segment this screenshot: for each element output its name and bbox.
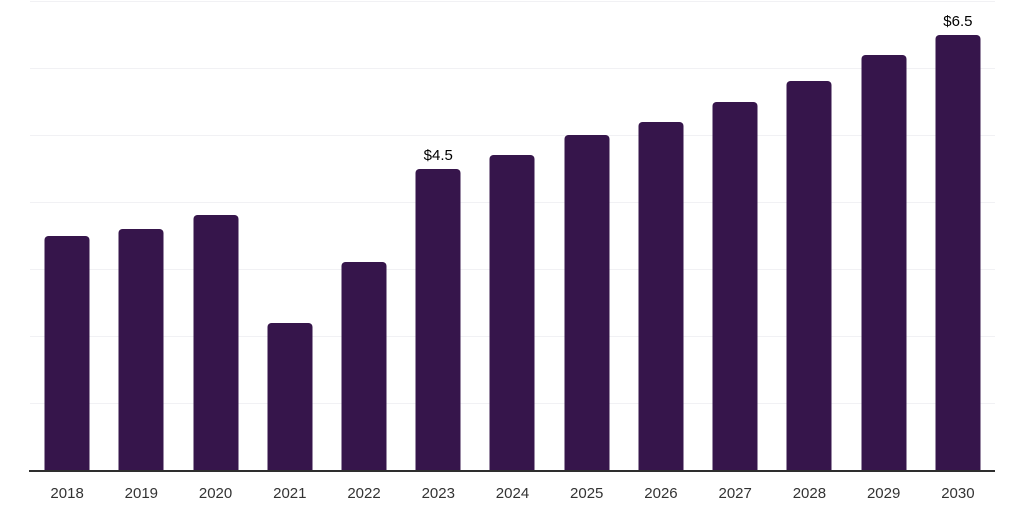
bar-group-2024: 2024: [475, 0, 549, 512]
bar-group-2020: 2020: [178, 0, 252, 512]
bar-group-2030: $6.5 2030: [921, 0, 995, 512]
x-tick-label: 2029: [866, 485, 901, 502]
x-tick-label: 2030: [941, 485, 975, 502]
bar-group-2027: 2027: [698, 0, 772, 512]
x-tick-label: 2019: [124, 485, 159, 502]
bar-2019: [118, 228, 164, 470]
bar-group-2018: 2018: [30, 0, 104, 512]
bar-group-2025: 2025: [550, 0, 624, 512]
bar-group-2021: 2021: [253, 0, 327, 512]
bar-value-label: $6.5: [943, 12, 973, 30]
x-tick-label: 2024: [495, 485, 530, 502]
gridline: [30, 1, 995, 2]
bar-2027: [712, 101, 758, 470]
bar-group-2023: $4.5 2023: [401, 0, 475, 512]
bar-2025: [564, 135, 610, 470]
x-tick-label: 2025: [570, 485, 604, 502]
bar-2023: [415, 168, 461, 470]
gridline: [30, 135, 995, 136]
bar-group-2022: 2022: [327, 0, 401, 512]
x-tick-label: 2028: [792, 485, 827, 502]
x-tick-label: 2018: [50, 485, 84, 502]
bar-group-2019: 2019: [104, 0, 178, 512]
x-tick-label: 2027: [718, 485, 752, 502]
bar-2026: [638, 121, 684, 470]
x-tick-label: 2020: [198, 485, 233, 502]
bar-2021: [267, 322, 313, 470]
x-tick-label: 2022: [347, 485, 381, 502]
x-axis-line: [29, 470, 995, 472]
x-tick-label: 2023: [421, 485, 455, 502]
x-tick-label: 2021: [273, 485, 307, 502]
bar-2029: [861, 54, 907, 470]
bar-group-2026: 2026: [624, 0, 698, 512]
bar-2022: [341, 262, 387, 470]
gridline: [30, 68, 995, 69]
bar-value-label: $4.5: [423, 146, 453, 164]
bar-2030: [935, 34, 981, 470]
bar-2020: [193, 215, 239, 470]
bar-group-2029: 2029: [847, 0, 921, 512]
bar-2028: [786, 81, 832, 470]
bar-2024: [489, 155, 535, 470]
bar-2018: [44, 235, 90, 470]
bar-group-2028: 2028: [772, 0, 846, 512]
x-tick-label: 2026: [644, 485, 678, 502]
